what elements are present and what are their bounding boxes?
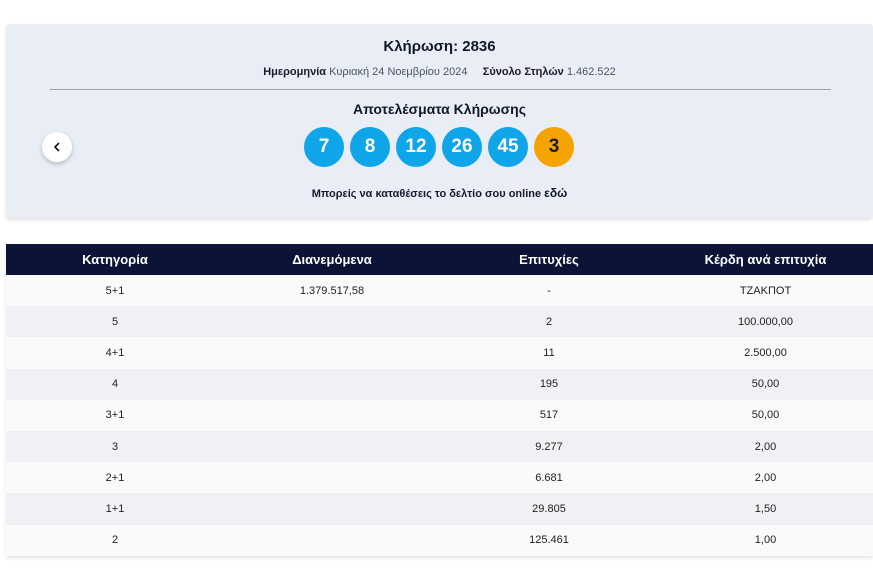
table-row: 2+1 6.681 2,00	[6, 462, 873, 494]
cell-prize: ΤΖΑΚΠΟΤ	[739, 284, 792, 297]
header-category: Κατηγορία	[82, 252, 148, 267]
cell-prize: 2.500,00	[744, 346, 787, 359]
cell-distributed	[224, 431, 440, 462]
table-row: 2 125.461 1,00	[6, 524, 873, 556]
cell-distributed	[224, 493, 440, 524]
cell-category: 2	[111, 534, 119, 547]
cell-winners: 125.461	[529, 534, 569, 547]
results-title: Αποτελέσματα Κλήρωσης	[352, 101, 527, 117]
table-row: 4 195 50,00	[6, 368, 873, 400]
table-row: 3 9.277 2,00	[6, 430, 873, 463]
cell-distributed	[224, 462, 440, 493]
cell-category: 4+1	[105, 346, 125, 359]
online-text: Μπορείς να καταθέσεις το δελτίο σου onli…	[311, 188, 542, 200]
cell-winners: 517	[539, 409, 559, 422]
cell-prize: 50,00	[751, 378, 780, 391]
previous-draw-button[interactable]	[42, 132, 72, 162]
number-ball: 7	[304, 127, 344, 167]
header-distributed: Διανεμόμενα	[292, 252, 372, 267]
cell-winners: -	[547, 284, 551, 297]
draw-title: Κλήρωση: 2836	[383, 38, 496, 55]
cell-prize: 100.000,00	[737, 315, 794, 328]
table-row: 1+1 29.805 1,50	[6, 493, 873, 525]
header-prize-per-winner: Κέρδη ανά επιτυχία	[704, 252, 827, 267]
table-row: 5+1 1.379.517,58 - ΤΖΑΚΠΟΤ	[6, 275, 873, 307]
cell-distributed	[224, 400, 440, 431]
columns-label: Σύνολο Στηλών	[482, 66, 564, 78]
cell-prize: 2,00	[754, 440, 777, 453]
cell-prize: 50,00	[751, 409, 780, 422]
date-value: Κυριακή 24 Νοεμβρίου 2024	[329, 66, 468, 78]
table-row: 3+1 517 50,00	[6, 399, 873, 431]
cell-prize: 2,00	[754, 471, 777, 484]
cell-distributed: 1.379.517,58	[299, 284, 365, 297]
cell-category: 1+1	[105, 502, 125, 515]
cell-distributed	[224, 337, 440, 368]
cell-category: 2+1	[105, 471, 125, 484]
cell-distributed	[224, 525, 440, 556]
header-winners: Επιτυχίες	[519, 252, 579, 267]
bonus-ball: 3	[534, 127, 574, 167]
cell-winners: 9.277	[535, 440, 563, 453]
cell-distributed	[224, 306, 440, 337]
cell-winners: 195	[539, 378, 559, 391]
cell-category: 5+1	[105, 284, 125, 297]
divider	[50, 89, 831, 90]
results-table: Κατηγορία Διανεμόμενα Επιτυχίες Κέρδη αν…	[6, 244, 873, 556]
cell-prize: 1,00	[754, 534, 777, 547]
draw-info-card: Κλήρωση: 2836 Ημερομηνία Κυριακή 24 Νοεμ…	[6, 24, 873, 218]
chevron-left-icon	[54, 142, 60, 152]
cell-category: 3+1	[105, 409, 125, 422]
cell-winners: 2	[545, 315, 553, 328]
cell-category: 5	[111, 315, 119, 328]
cell-prize: 1,50	[754, 502, 777, 515]
number-ball: 26	[442, 127, 482, 167]
cell-winners: 29.805	[532, 502, 566, 515]
online-line: Μπορείς να καταθέσεις το δελτίο σου onli…	[6, 186, 873, 200]
cell-winners: 6.681	[535, 471, 563, 484]
cell-distributed	[224, 369, 440, 400]
number-ball: 8	[350, 127, 390, 167]
cell-winners: 11	[543, 346, 555, 359]
date-label: Ημερομηνία	[263, 66, 327, 78]
results-table-container: Κατηγορία Διανεμόμενα Επιτυχίες Κέρδη αν…	[6, 244, 873, 556]
online-link[interactable]: εδώ	[544, 186, 568, 200]
number-ball: 45	[488, 127, 528, 167]
table-row: 4+1 11 2.500,00	[6, 337, 873, 369]
cell-category: 4	[111, 378, 119, 391]
number-ball: 12	[396, 127, 436, 167]
columns-value: 1.462.522	[566, 66, 616, 78]
table-row: 5 2 100.000,00	[6, 306, 873, 338]
cell-category: 3	[111, 440, 119, 453]
table-header-row: Κατηγορία Διανεμόμενα Επιτυχίες Κέρδη αν…	[6, 244, 873, 275]
winning-numbers: 7 8 12 26 45 3	[304, 127, 574, 167]
draw-meta: Ημερομηνία Κυριακή 24 Νοεμβρίου 2024 Σύν…	[6, 66, 873, 78]
